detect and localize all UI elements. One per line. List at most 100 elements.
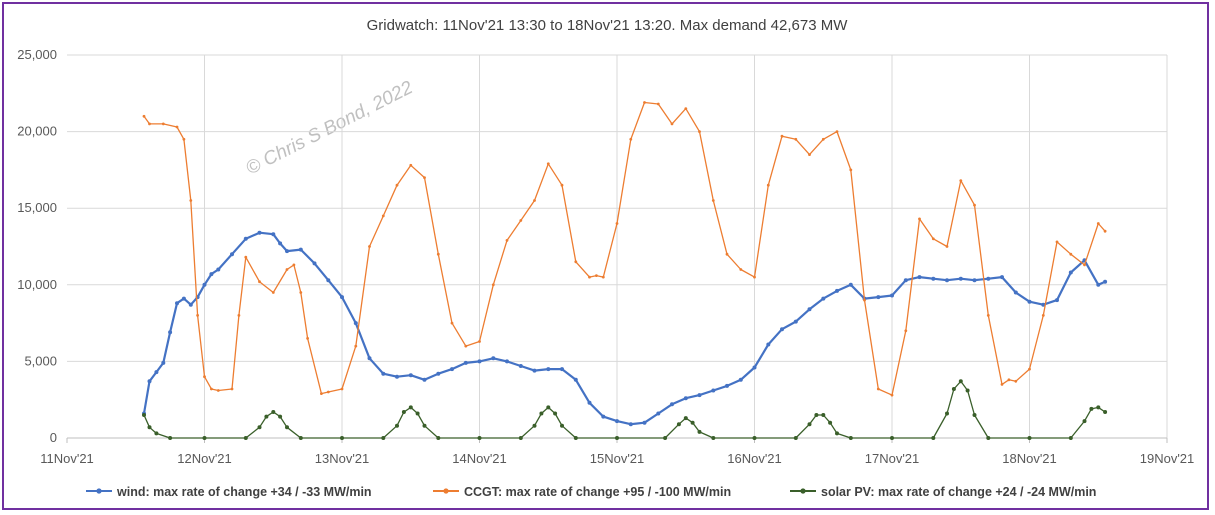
data-point xyxy=(436,371,441,376)
data-point xyxy=(244,255,248,259)
data-point xyxy=(408,373,413,378)
data-point xyxy=(890,293,894,298)
data-point xyxy=(181,296,186,301)
series-0 xyxy=(142,230,1108,427)
data-point xyxy=(505,239,509,242)
data-point xyxy=(546,367,551,372)
data-point xyxy=(958,379,963,384)
data-point xyxy=(1103,410,1108,414)
data-point xyxy=(326,278,331,283)
data-point xyxy=(189,199,193,202)
data-point xyxy=(739,268,743,271)
data-point xyxy=(628,422,633,427)
data-point xyxy=(216,267,221,272)
data-point xyxy=(505,359,509,364)
data-point xyxy=(1000,383,1004,386)
data-point xyxy=(353,321,358,326)
data-point xyxy=(1068,436,1073,440)
data-point xyxy=(793,436,798,440)
data-point xyxy=(848,282,853,287)
data-point xyxy=(1041,314,1045,317)
data-point xyxy=(209,272,214,277)
y-tick-label: 5,000 xyxy=(24,353,57,368)
data-point xyxy=(210,387,213,391)
data-point xyxy=(1013,290,1018,295)
data-point xyxy=(422,377,427,382)
x-tick-label: 13Nov'21 xyxy=(315,451,370,466)
data-point xyxy=(573,377,578,382)
data-point xyxy=(738,377,743,382)
data-point xyxy=(690,420,695,425)
legend-marker xyxy=(96,488,102,494)
data-point xyxy=(588,275,591,279)
data-point xyxy=(518,436,523,440)
data-point xyxy=(1027,299,1032,304)
data-point xyxy=(546,162,550,166)
data-point xyxy=(780,327,784,332)
data-point xyxy=(698,130,701,134)
data-point xyxy=(807,422,812,427)
data-point xyxy=(147,425,152,430)
data-point xyxy=(931,276,936,281)
data-point xyxy=(918,217,921,221)
data-point xyxy=(766,183,770,187)
data-point xyxy=(959,179,963,183)
data-point xyxy=(285,268,289,271)
data-point xyxy=(450,367,454,372)
data-point xyxy=(587,400,592,405)
data-point xyxy=(381,436,386,440)
data-point xyxy=(354,344,358,348)
data-point xyxy=(629,137,633,141)
data-point xyxy=(477,359,482,364)
data-point xyxy=(642,420,647,425)
data-point xyxy=(230,252,234,257)
data-point xyxy=(670,122,674,126)
data-point xyxy=(1103,229,1107,233)
legend-label: wind: max rate of change +34 / -33 MW/mi… xyxy=(116,485,372,499)
data-point xyxy=(643,101,646,104)
data-point xyxy=(986,436,991,440)
data-point xyxy=(196,314,200,317)
data-point xyxy=(408,405,413,410)
data-point xyxy=(917,275,922,280)
chart-frame xyxy=(2,2,1209,510)
data-point xyxy=(1068,270,1073,275)
data-point xyxy=(367,356,372,361)
legend-label: solar PV: max rate of change +24 / -24 M… xyxy=(821,485,1096,499)
data-point xyxy=(683,396,688,401)
data-point xyxy=(271,410,276,414)
data-point xyxy=(168,436,173,440)
data-point xyxy=(1055,240,1059,244)
data-point xyxy=(821,137,825,141)
data-point xyxy=(676,422,681,427)
data-point xyxy=(306,337,309,340)
x-tick-label: 14Nov'21 xyxy=(452,451,507,466)
data-point xyxy=(1082,419,1087,424)
data-point xyxy=(1014,379,1018,383)
data-point xyxy=(683,416,688,421)
data-point xyxy=(573,436,578,440)
data-point xyxy=(148,122,151,126)
data-point xyxy=(752,365,757,370)
data-point xyxy=(415,411,420,416)
series-layer xyxy=(142,101,1108,440)
data-point xyxy=(381,371,386,376)
data-point xyxy=(381,214,385,218)
data-point xyxy=(808,153,811,157)
y-tick-label: 15,000 xyxy=(17,200,57,215)
data-point xyxy=(945,411,949,416)
data-point xyxy=(656,102,660,106)
data-point xyxy=(1000,275,1004,280)
data-point xyxy=(615,419,619,424)
data-point xyxy=(278,414,283,419)
x-tick-label: 12Nov'21 xyxy=(177,451,232,466)
data-point xyxy=(595,274,598,277)
data-point xyxy=(1069,252,1073,256)
data-point xyxy=(849,168,853,172)
y-tick-label: 0 xyxy=(50,430,57,445)
data-point xyxy=(422,423,427,428)
data-point xyxy=(312,261,317,266)
data-point xyxy=(340,436,344,440)
data-point xyxy=(257,425,262,430)
